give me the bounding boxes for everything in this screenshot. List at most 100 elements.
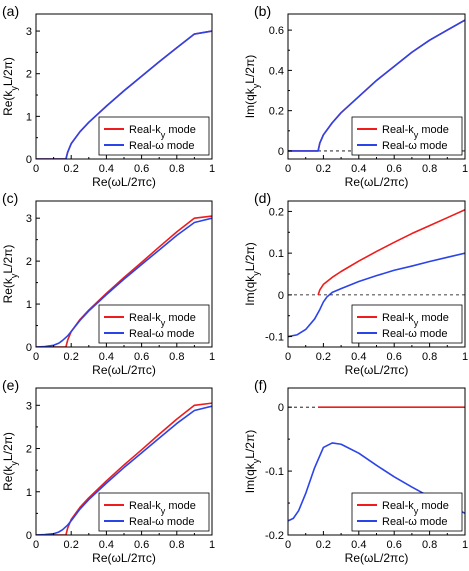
panel-c-ytick-label: 0 [26, 342, 32, 354]
panel-a-series-real-w [36, 30, 212, 159]
panel-c-ytick-label: 3 [26, 213, 32, 225]
panel-c-legend-label-real-w: Real-ω mode [129, 328, 194, 340]
panel-b-ytick-label: 0 [278, 146, 284, 158]
panel-a-ytick-label: 1 [26, 111, 32, 123]
panel-c-xtick-label: 1 [209, 351, 215, 363]
panel-b-xtick-label: 0.2 [316, 163, 331, 175]
panel-f-label: (f) [254, 377, 267, 393]
panel-d-xtick-label: 0.8 [422, 351, 437, 363]
panel-f-ylabel: Im(qkyL/2π) [243, 430, 261, 493]
panel-e-ytick-label: 3 [26, 400, 32, 412]
panel-e-ylabel: Re(kyL/2π) [1, 432, 19, 491]
panel-c-xtick-label: 0.2 [64, 351, 79, 363]
panel-d-label: (d) [254, 190, 271, 206]
panel-d-ytick-label: 0.2 [269, 206, 284, 218]
panel-d-xtick-label: 0.6 [387, 351, 402, 363]
panel-c-ytick-label: 2 [26, 256, 32, 268]
panel-d-xlabel: Re(ωL/2πc) [345, 363, 409, 377]
panel-d-xtick-label: 0 [285, 351, 291, 363]
panel-f-xlabel: Re(ωL/2πc) [345, 551, 409, 565]
panel-b-legend-label-real-k: Real-ky mode [382, 124, 449, 140]
panel-e-xtick-label: 1 [209, 539, 215, 551]
panel-b-ylabel: Im(qkyL/2π) [243, 55, 261, 118]
panel-d-legend-label-real-k: Real-ky mode [382, 312, 449, 328]
panel-a-legend-label-real-k: Real-ky mode [129, 124, 196, 140]
panel-e-xlabel: Re(ωL/2πc) [92, 551, 156, 565]
panel-c-legend-label-real-k: Real-ky mode [129, 312, 196, 328]
panel-a-legend-label-real-w: Real-ω mode [129, 140, 194, 152]
panel-d-xtick-label: 0.2 [316, 351, 331, 363]
panel-c-label: (c) [2, 190, 18, 206]
panel-d-series-real-w [288, 252, 465, 338]
panel-a-xtick-label: 0.6 [134, 163, 149, 175]
panel-c-xtick-label: 0.8 [169, 351, 184, 363]
panel-d: 0 0.2 0.4 0.6 0.8 1-0.100.10.2Re(ωL/2πc)Im(qk… [243, 190, 468, 377]
panel-c-xtick-label: 0.6 [134, 351, 149, 363]
panel-b-xtick-label: 1 [462, 163, 468, 175]
panel-a-xtick-label: 1 [209, 163, 215, 175]
panel-b-legend-box [351, 116, 463, 156]
panel-b-xtick-label: 0.6 [387, 163, 402, 175]
panel-b-ytick-label: 0.6 [269, 25, 284, 37]
panel-b: 0 0.2 0.4 0.6 0.8 100.20.40.6Re(ωL/2πc)Im(qky… [243, 3, 468, 189]
panel-d-xtick-label: 0.4 [351, 351, 366, 363]
panel-e-series-real-k [36, 402, 212, 535]
panel-c-series-real-w [36, 217, 212, 347]
panel-a-ytick-label: 2 [26, 69, 32, 81]
panel-d-ytick-label: 0.1 [269, 248, 284, 260]
panel-d-ylabel: Im(qkyL/2π) [243, 242, 261, 305]
panel-c-xtick-label: 0 [33, 351, 39, 363]
panel-b-xlabel: Re(ωL/2πc) [345, 175, 409, 189]
panel-e-legend-label-real-k: Real-ky mode [129, 500, 196, 516]
panel-a-ylabel: Re(kyL/2π) [1, 57, 19, 116]
panel-c-ytick-label: 1 [26, 299, 32, 311]
panel-a-label: (a) [2, 3, 19, 19]
panel-f-ytick-label: -0.1 [265, 466, 284, 478]
panel-d-legend-box [351, 304, 463, 344]
panel-a: 0 0.2 0.4 0.6 0.8 1 0 1 2 3 Re(ωL/2πc) Re(kyL/2π) (a… [1, 3, 215, 189]
panel-b-series-real-w [288, 19, 465, 152]
panel-e-legend-label-real-w: Real-ω mode [129, 516, 194, 528]
panel-e-xtick-label: 0.6 [134, 539, 149, 551]
panel-e-xtick-label: 0.4 [99, 539, 114, 551]
panel-f-ytick-label: -0.2 [265, 530, 284, 542]
panel-e-label: (e) [2, 377, 19, 393]
panel-f-xtick-label: 0.4 [351, 539, 366, 551]
panel-f-xtick-label: 0 [285, 539, 291, 551]
panel-e-series-real-w [36, 405, 212, 535]
panel-b-xtick-label: 0 [285, 163, 291, 175]
panel-f-xtick-label: 0.2 [316, 539, 331, 551]
panel-d-ytick-label: -0.1 [265, 332, 284, 344]
panel-a-xtick-label: 0.4 [99, 163, 114, 175]
panel-d-xtick-label: 1 [462, 351, 468, 363]
panel-d-ytick-label: 0 [278, 290, 284, 302]
panel-f-legend-label-real-w: Real-ω mode [382, 516, 447, 528]
panel-b-label: (b) [254, 3, 271, 19]
panel-c: 0 0.2 0.4 0.6 0.8 1 0 1 2 3 Re(ωL/2πc) Re(kyL/2π) (c… [1, 190, 215, 377]
panel-f-legend-box [351, 492, 463, 532]
panel-b-xtick-label: 0.4 [351, 163, 366, 175]
panel-b-legend-label-real-w: Real-ω mode [382, 140, 447, 152]
panel-a-xtick-label: 0.2 [64, 163, 79, 175]
panel-c-legend-box [98, 304, 210, 344]
panel-e-xtick-label: 0.2 [64, 539, 79, 551]
panel-a-ytick-label: 0 [26, 154, 32, 166]
panel-e-ytick-label: 2 [26, 444, 32, 456]
panel-a-xtick-label: 0 [33, 163, 39, 175]
panel-e-legend-box [98, 492, 210, 532]
panel-c-xlabel: Re(ωL/2πc) [92, 363, 156, 377]
panel-e-xtick-label: 0 [33, 539, 39, 551]
panel-c-xtick-label: 0.4 [99, 351, 114, 363]
panel-e-ytick-label: 1 [26, 487, 32, 499]
panel-b-ytick-label: 0.2 [269, 106, 284, 118]
panel-d-legend-label-real-w: Real-ω mode [382, 328, 447, 340]
panel-f-legend-label-real-k: Real-ky mode [382, 500, 449, 516]
panel-f: 0 0.2 0.4 0.6 0.8 1 -0.2 -0.1 0 Re(ωL/2πc) Im(qkyL… [243, 377, 468, 565]
panel-b-ytick-label: 0.4 [269, 65, 284, 77]
